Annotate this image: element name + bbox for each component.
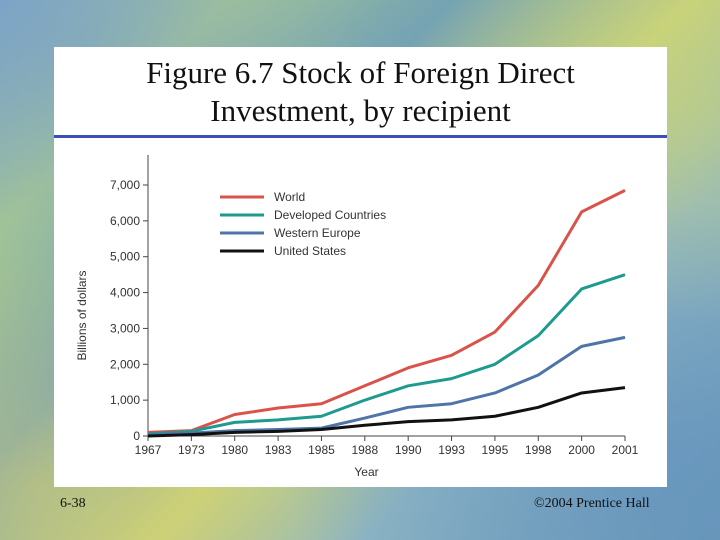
legend-label: World <box>274 190 305 204</box>
slide-title: Figure 6.7 Stock of Foreign Direct Inves… <box>54 54 667 130</box>
x-tick-label: 1993 <box>438 443 465 457</box>
y-tick-label: 6,000 <box>110 214 140 228</box>
x-axis-title: Year <box>354 465 378 479</box>
legend-label: Developed Countries <box>274 208 386 222</box>
y-tick-label: 5,000 <box>110 250 140 264</box>
chart-legend: World Developed Countries Western Europe Un… <box>220 190 386 258</box>
series-line-western-europe <box>147 335 626 437</box>
x-tick-label: 1995 <box>482 443 509 457</box>
x-tick-label: 1967 <box>135 443 162 457</box>
x-tick-label: 1983 <box>265 443 292 457</box>
y-tick-label: 3,000 <box>110 321 140 335</box>
legend-label: Western Europe <box>274 226 361 240</box>
y-tick-label: 2,000 <box>110 357 140 371</box>
x-tick-label: 1990 <box>395 443 422 457</box>
title-line-2: Investment, by recipient <box>210 93 511 128</box>
line-chart: 0 1,000 2,000 3,000 4,000 5,000 6,000 7,000 1967… <box>75 155 639 479</box>
series-line-united-states <box>147 386 626 438</box>
legend-label: United States <box>274 244 346 258</box>
copyright-notice: ©2004 Prentice Hall <box>534 496 650 511</box>
x-tick-label: 2001 <box>612 443 639 457</box>
x-tick-label: 1980 <box>221 443 248 457</box>
y-tick-label: 4,000 <box>110 286 140 300</box>
title-divider <box>54 135 667 138</box>
y-axis-title: Billions of dollars <box>75 270 89 360</box>
x-tick-label: 1973 <box>178 443 205 457</box>
chart-series <box>147 189 626 438</box>
series-line-world <box>147 189 626 434</box>
y-tick-label: 0 <box>133 429 140 443</box>
chart-axes: 0 1,000 2,000 3,000 4,000 5,000 6,000 7,000 1967… <box>75 155 639 479</box>
x-tick-label: 1998 <box>525 443 552 457</box>
title-line-1: Figure 6.7 Stock of Foreign Direct <box>146 55 575 90</box>
x-tick-label: 1988 <box>351 443 378 457</box>
slide-panel <box>54 47 667 487</box>
y-tick-label: 7,000 <box>110 178 140 192</box>
x-tick-label: 2000 <box>568 443 595 457</box>
slide-number: 6-38 <box>60 496 86 511</box>
series-line-developed-countries <box>147 273 626 436</box>
y-tick-label: 1,000 <box>110 393 140 407</box>
x-tick-label: 1985 <box>308 443 335 457</box>
